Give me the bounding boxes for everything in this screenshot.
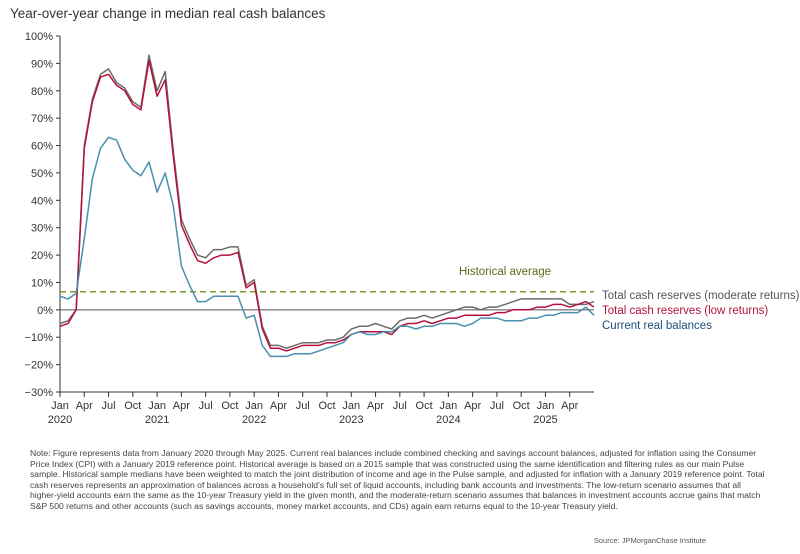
x-tick-label: Apr: [464, 400, 481, 412]
x-tick-label: Jul: [102, 400, 116, 412]
y-tick-label: 100%: [25, 31, 53, 43]
y-tick-label: 20%: [31, 250, 53, 262]
x-tick-label: Jan: [51, 400, 69, 412]
x-year-label: 2023: [339, 414, 363, 426]
x-tick-label: Jul: [296, 400, 310, 412]
x-year-label: 2021: [145, 414, 169, 426]
chart-title: Year-over-year change in median real cas…: [10, 6, 326, 21]
y-tick-label: −10%: [25, 332, 54, 344]
x-tick-label: Jan: [537, 400, 555, 412]
y-tick-label: 60%: [31, 141, 53, 153]
x-tick-label: Oct: [221, 400, 238, 412]
y-tick-label: −30%: [25, 387, 54, 399]
x-tick-label: Jul: [199, 400, 213, 412]
x-tick-label: Jul: [393, 400, 407, 412]
x-tick-label: Oct: [124, 400, 141, 412]
x-tick-label: Apr: [173, 400, 190, 412]
legend-current-real-balances: Current real balances: [602, 320, 712, 332]
series-group: [59, 54, 595, 358]
x-tick-label: Oct: [318, 400, 335, 412]
y-tick-label: 80%: [31, 86, 53, 98]
series-line-total-cash-reserves-low-returns: [59, 59, 595, 352]
x-tick-label: Oct: [513, 400, 530, 412]
y-tick-label: 10%: [31, 277, 53, 289]
y-tick-label: 70%: [31, 113, 53, 125]
series-line-current-real-balances: [59, 136, 595, 358]
y-axis: −30% −20% −10% 0% 10% 20% 30% 40% 50% 60% 70% 80% 90…: [25, 31, 61, 399]
x-tick-label: Jan: [439, 400, 457, 412]
y-tick-label: 90%: [31, 58, 53, 70]
x-tick-label: Jul: [490, 400, 504, 412]
y-tick-label: 40%: [31, 195, 53, 207]
x-year-label: 2025: [533, 414, 557, 426]
legend-low-returns: Total cash reserves (low returns): [602, 305, 768, 317]
x-year-label: 2020: [48, 414, 72, 426]
x-tick-label: Apr: [270, 400, 287, 412]
series-line-total-cash-reserves-moderate-returns: [59, 54, 595, 349]
historical-average-label: Historical average: [459, 266, 551, 278]
x-year-label: 2022: [242, 414, 266, 426]
x-tick-label: Oct: [416, 400, 433, 412]
x-tick-label: Jan: [148, 400, 166, 412]
x-axis: Jan 2020 Apr Jul Oct Jan 2021 Apr Jul Oct Jan 2022 A…: [48, 309, 594, 426]
x-tick-label: Apr: [76, 400, 93, 412]
y-tick-label: 50%: [31, 168, 53, 180]
y-tick-label: 0%: [37, 305, 53, 317]
legend-moderate-returns: Total cash reserves (moderate returns): [602, 290, 800, 302]
x-year-label: 2024: [436, 414, 460, 426]
y-tick-label: −20%: [25, 360, 54, 372]
y-tick-label: 30%: [31, 223, 53, 235]
footnote: Note: Figure represents data from Januar…: [30, 448, 765, 511]
x-tick-label: Apr: [367, 400, 384, 412]
x-tick-label: Jan: [245, 400, 263, 412]
source-credit: Source: JPMorganChase Institute: [593, 536, 706, 545]
x-tick-label: Apr: [561, 400, 578, 412]
x-tick-label: Jan: [342, 400, 360, 412]
